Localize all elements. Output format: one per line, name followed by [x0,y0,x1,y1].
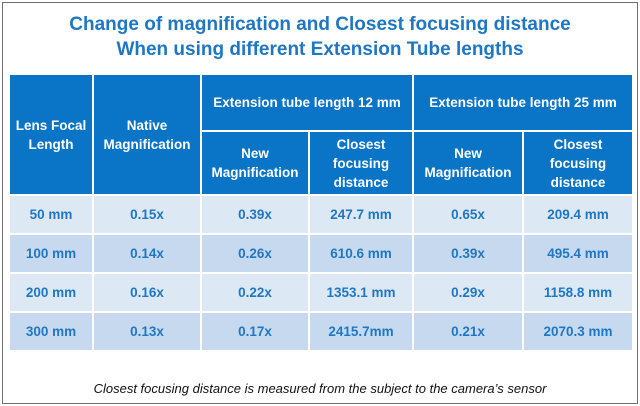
cell-closest-distance-25: 209.4 mm [522,194,634,235]
cell-native-magnification: 0.13x [92,311,202,352]
header-new-magnification-25: New Magnification [412,130,524,196]
cell-closest-distance-12: 2415.7mm [308,311,414,352]
cell-new-magnification-12: 0.26x [200,233,310,274]
cell-closest-distance-12: 610.6 mm [308,233,414,274]
cell-focal-length: 300 mm [8,311,94,352]
magnification-table: Lens Focal Length Native Magnification E… [8,73,634,352]
footnote-caption: Closest focusing distance is measured fr… [93,381,547,396]
cell-closest-distance-12: 247.7 mm [308,194,414,235]
cell-closest-distance-12: 1353.1 mm [308,272,414,313]
table-row: 100 mm 0.14x 0.26x 610.6 mm 0.39x 495.4 … [8,233,634,274]
page-title: Change of magnification and Closest focu… [3,12,637,62]
cell-native-magnification: 0.16x [92,272,202,313]
cell-closest-distance-25: 495.4 mm [522,233,634,274]
header-group-12mm: Extension tube length 12 mm [200,73,414,132]
header-focal-length: Lens Focal Length [8,73,94,196]
cell-new-magnification-12: 0.39x [200,194,310,235]
cell-focal-length: 50 mm [8,194,94,235]
cell-focal-length: 100 mm [8,233,94,274]
table-row: 300 mm 0.13x 0.17x 2415.7mm 0.21x 2070.3… [8,311,634,352]
cell-new-magnification-12: 0.22x [200,272,310,313]
cell-native-magnification: 0.15x [92,194,202,235]
header-group-25mm: Extension tube length 25 mm [412,73,634,132]
title-line-1: Change of magnification and Closest focu… [69,14,571,35]
header-closest-distance-12: Closest focusing distance [308,130,414,196]
cell-new-magnification-25: 0.39x [412,233,524,274]
cell-new-magnification-25: 0.65x [412,194,524,235]
header-new-magnification-12: New Magnification [200,130,310,196]
cell-new-magnification-12: 0.17x [200,311,310,352]
header-closest-distance-25: Closest focusing distance [522,130,634,196]
header-native-magnification: Native Magnification [92,73,202,196]
cell-new-magnification-25: 0.21x [412,311,524,352]
table-row: 200 mm 0.16x 0.22x 1353.1 mm 0.29x 1158.… [8,272,634,313]
cell-focal-length: 200 mm [8,272,94,313]
cell-closest-distance-25: 2070.3 mm [522,311,634,352]
title-line-2: When using different Extension Tube leng… [116,39,524,60]
table-row: 50 mm 0.15x 0.39x 247.7 mm 0.65x 209.4 m… [8,194,634,235]
cell-native-magnification: 0.14x [92,233,202,274]
cell-closest-distance-25: 1158.8 mm [522,272,634,313]
cell-new-magnification-25: 0.29x [412,272,524,313]
